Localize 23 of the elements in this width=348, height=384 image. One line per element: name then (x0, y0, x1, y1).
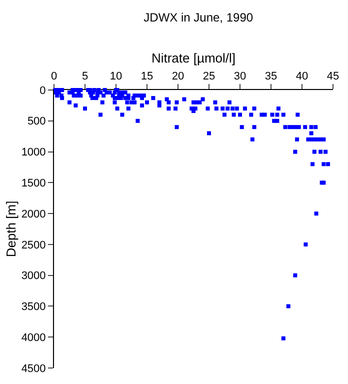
y-tick-label: 2500 (21, 239, 46, 252)
y-tick-label: 2000 (21, 208, 46, 220)
chart-title: JDWX in June, 1990 (144, 10, 254, 24)
x-tick-label: 0 (50, 70, 58, 83)
x-tick-label: 45 (326, 70, 340, 83)
y-tick-label: 0 (40, 84, 46, 97)
y-tick-label: 4000 (21, 332, 46, 344)
y-tick-label: 4500 (21, 362, 46, 375)
x-tick-label: 15 (140, 70, 154, 83)
y-tick-label: 3000 (21, 270, 46, 282)
x-tick-label: 35 (264, 70, 278, 83)
y-tick-label: 1500 (21, 178, 46, 190)
x-tick-label: 30 (234, 70, 246, 83)
y-tick-label: 3500 (21, 301, 46, 314)
x-tick-label: 20 (172, 70, 184, 83)
x-tick-label: 40 (296, 70, 308, 83)
x-axis-title: Nitrate [µmol/l] (151, 50, 236, 66)
x-tick-label: 5 (82, 70, 88, 83)
x-tick-label: 10 (110, 70, 122, 83)
y-tick-label: 1000 (21, 146, 46, 159)
y-axis-title: Depth [m] (3, 200, 18, 258)
x-tick-label: 25 (202, 70, 216, 83)
y-tick-label: 500 (27, 116, 46, 128)
